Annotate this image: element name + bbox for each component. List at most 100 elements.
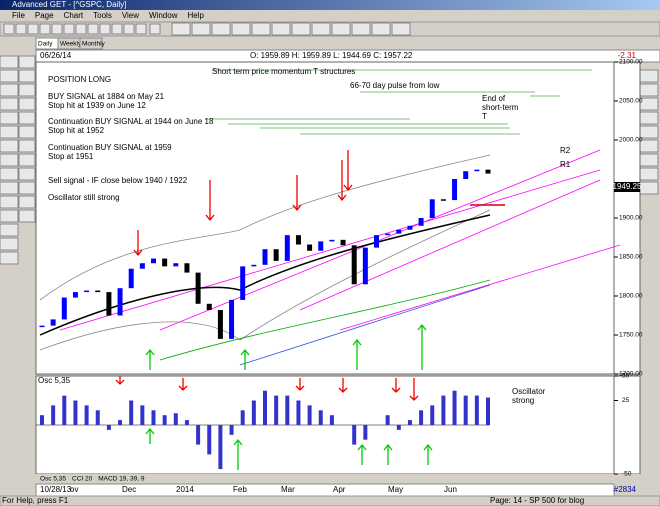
- price-bar: [139, 263, 145, 269]
- price-bar: [128, 268, 134, 289]
- price-bar: [117, 288, 123, 316]
- price-bar: [162, 258, 168, 267]
- price-bar: [39, 325, 45, 328]
- osc-bar: [296, 400, 301, 425]
- osc-bar: [218, 425, 223, 470]
- osc-bar: [151, 410, 156, 425]
- left-toolbox: [0, 55, 659, 265]
- osc-bar: [51, 405, 56, 425]
- window-title: Advanced GET - [^GSPC, Daily]: [12, 0, 126, 9]
- price-bar: [385, 233, 391, 236]
- price-bar: [295, 235, 301, 245]
- annotation: Stop hit at 1952: [48, 126, 105, 135]
- x-label: Mar: [281, 485, 295, 494]
- osc-bar: [486, 397, 490, 425]
- last-price-box: [614, 182, 640, 192]
- osc-bar: [352, 425, 357, 445]
- price-bar: [251, 264, 257, 267]
- annotation: Oscillator still strong: [48, 193, 120, 202]
- header-change: -2.31: [618, 51, 637, 60]
- price-axis: [613, 61, 641, 375]
- menu-item[interactable]: Page: [35, 11, 54, 20]
- price-bar: [50, 319, 56, 326]
- view-tab[interactable]: [79, 37, 103, 50]
- annotation: Short term price momentum T structures: [212, 67, 355, 76]
- osc-annotation: strong: [512, 396, 534, 405]
- price-bar: [229, 299, 235, 339]
- osc-bar: [385, 415, 390, 425]
- price-tick-label: 2100.00: [619, 59, 643, 66]
- price-bar: [151, 258, 156, 264]
- osc-bar: [118, 420, 123, 425]
- status-right: Page: 14 - SP 500 for blog: [490, 496, 584, 505]
- price-tick-label: 1800.00: [619, 293, 643, 300]
- menu-item[interactable]: Window: [149, 11, 178, 20]
- price-tick-label: 2050.00: [619, 98, 643, 105]
- price-bar: [362, 247, 368, 285]
- osc-bar: [318, 410, 323, 425]
- price-tick-label: 1750.00: [619, 332, 643, 339]
- osc-bar: [419, 410, 424, 425]
- bar-count: #2834: [614, 485, 637, 494]
- menu-item[interactable]: View: [122, 11, 139, 20]
- view-tab-label[interactable]: Weekly: [60, 41, 82, 48]
- osc-annotation: Oscillator: [512, 387, 546, 396]
- last-price: 1949.25: [613, 182, 642, 191]
- annotation: POSITION LONG: [48, 75, 111, 84]
- osc-bar: [162, 415, 167, 425]
- view-tab-label[interactable]: Monthly: [82, 41, 106, 48]
- annotation: BUY SIGNAL at 1884 on May 21: [48, 92, 165, 101]
- price-bar: [106, 292, 112, 316]
- price-bar: [273, 249, 279, 261]
- osc-bar: [140, 405, 145, 425]
- osc-bar: [184, 420, 189, 425]
- annotation: R1: [560, 160, 571, 169]
- x-label: ov: [70, 485, 78, 494]
- annotation: short-term: [482, 103, 519, 112]
- x-label: May: [388, 485, 403, 494]
- price-bar: [474, 169, 480, 172]
- price-bar: [429, 199, 435, 218]
- osc-bar: [307, 405, 312, 425]
- price-tick-label: 1900.00: [619, 215, 643, 222]
- osc-bar: [285, 395, 290, 425]
- bottom-tabs: [36, 474, 660, 484]
- x-label: Feb: [233, 485, 247, 494]
- price-bar: [84, 290, 90, 293]
- annotation: Continuation BUY SIGNAL at 1944 on June …: [48, 117, 214, 126]
- menu-item[interactable]: File: [12, 11, 25, 20]
- osc-tick-label: 50: [622, 373, 630, 380]
- price-tick-label: 1850.00: [619, 254, 643, 261]
- indicator-tab[interactable]: Osc 5,35: [40, 476, 66, 483]
- price-pane: [35, 61, 615, 375]
- osc-bar: [474, 395, 479, 425]
- price-bar: [463, 171, 469, 179]
- menu-item[interactable]: Chart: [64, 11, 84, 20]
- status-left: For Help, press F1: [2, 496, 69, 505]
- osc-bar: [173, 413, 178, 425]
- price-tick-label: 1700.00: [619, 371, 643, 378]
- indicator-tab[interactable]: MACD 19, 39, 9: [98, 476, 145, 483]
- title-bar: [0, 0, 660, 10]
- osc-tick-label: 25: [622, 397, 630, 404]
- price-bar: [351, 245, 357, 285]
- menu-item[interactable]: Tools: [93, 11, 112, 20]
- price-bar: [329, 239, 335, 242]
- osc-bar: [452, 390, 457, 425]
- indicator-tab[interactable]: CCI 20: [72, 476, 93, 483]
- osc-bar: [329, 415, 334, 425]
- price-bar: [307, 244, 313, 251]
- x-label: Jun: [444, 485, 457, 494]
- osc-bar: [251, 400, 256, 425]
- price-bar: [240, 266, 246, 300]
- annotation: T: [482, 112, 487, 121]
- oscillator-axis: [613, 375, 641, 475]
- price-bar: [374, 235, 379, 248]
- price-bar: [284, 235, 290, 261]
- price-bar: [173, 263, 179, 267]
- osc-bar: [363, 425, 368, 440]
- osc-bar: [106, 425, 111, 430]
- menu-item[interactable]: Help: [187, 11, 204, 20]
- view-tab-label[interactable]: Daily: [38, 41, 53, 48]
- osc-tick-label: -50: [622, 471, 632, 478]
